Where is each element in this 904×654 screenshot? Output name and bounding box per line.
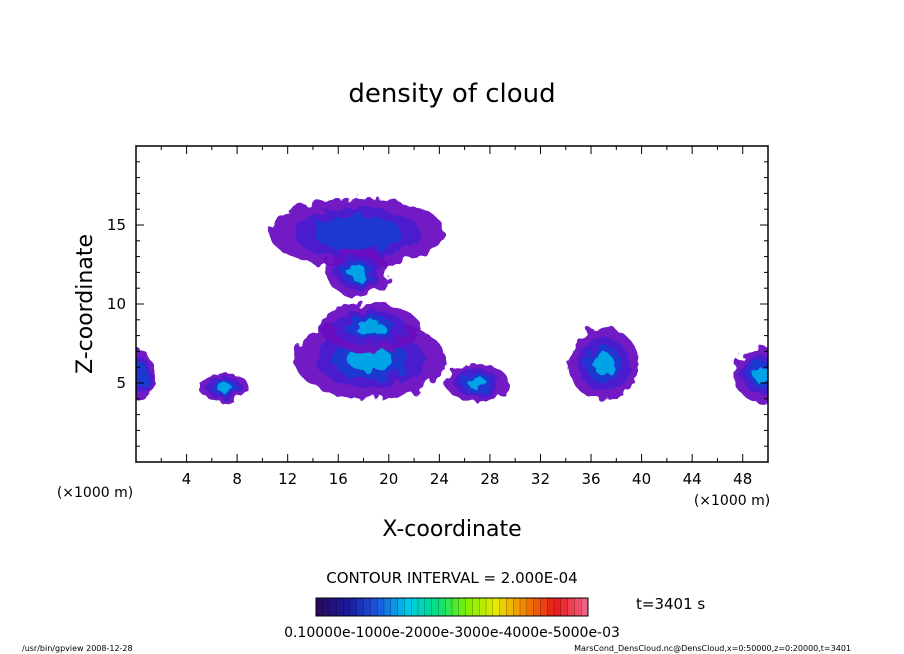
x-tick-label: 40: [632, 470, 651, 488]
y-tick-label: 10: [107, 295, 126, 313]
plot-frame: [135, 145, 769, 463]
colorbar-segment: [533, 598, 541, 616]
colorbar-labels: 0.10000e-1000e-2000e-3000e-4000e-5000e-0…: [284, 625, 620, 641]
colorbar-segment: [438, 598, 446, 616]
cloud-contour: [136, 362, 148, 388]
colorbar-segment: [581, 598, 589, 616]
y-tick-label: 15: [107, 216, 126, 234]
x-tick-label: 16: [329, 470, 348, 488]
colorbar-segment: [343, 598, 351, 616]
colorbar-segment: [492, 598, 501, 616]
colorbar-segment: [560, 598, 569, 616]
x-axis-ticks: 4 8 12 16 20 24 28 32 36 40 44 48: [135, 146, 769, 488]
colorbar-segment: [316, 598, 324, 616]
colorbar-segment: [445, 598, 453, 616]
colorbar-segment: [424, 598, 433, 616]
x-tick-label: 20: [379, 470, 398, 488]
x-tick-label: 12: [278, 470, 297, 488]
x-tick-label: 48: [733, 470, 752, 488]
x-tick-label: 28: [480, 470, 499, 488]
colorbar-segment: [397, 598, 405, 616]
cloud-contour: [347, 265, 367, 280]
colorbar-segment: [418, 598, 426, 616]
x-axis-title: X-coordinate: [382, 517, 521, 542]
x-tick-label: 36: [581, 470, 600, 488]
cloud-contour: [753, 367, 768, 384]
colorbar-segment: [390, 598, 399, 616]
colorbar-segment: [499, 598, 507, 616]
footer-left: /usr/bin/gpview 2008-12-28: [22, 644, 133, 653]
colorbar-segment: [506, 598, 514, 616]
colorbar-segment: [329, 598, 337, 616]
colorbar-segment: [363, 598, 371, 616]
colorbar-segment: [567, 598, 575, 616]
time-label: t=3401 s: [636, 595, 705, 613]
colorbar: [316, 598, 589, 616]
colorbar-segment: [547, 598, 555, 616]
colorbar-segment: [472, 598, 480, 616]
y-axis-title: Z-coordinate: [73, 234, 98, 374]
colorbar-segment: [377, 598, 385, 616]
colorbar-segment: [384, 598, 392, 616]
colorbar-segment: [411, 598, 419, 616]
colorbar-segment: [574, 598, 582, 616]
cloud-contour: [216, 383, 233, 393]
colorbar-segment: [356, 598, 365, 616]
y-tick-label: 5: [116, 374, 126, 392]
colorbar-segment: [336, 598, 344, 616]
x-tick-label: 32: [531, 470, 550, 488]
cloud-contour: [347, 347, 393, 372]
colorbar-segment: [431, 598, 439, 616]
colorbar-frame: [315, 597, 589, 617]
y-axis-unit: (×1000 m): [57, 485, 133, 501]
cloud-contour: [354, 320, 386, 335]
cloud-contour: [593, 353, 615, 375]
chart-title: density of cloud: [348, 79, 555, 109]
colorbar-segment: [486, 598, 494, 616]
colorbar-segment: [520, 598, 528, 616]
y-axis-ticks: 5 10 15: [107, 145, 768, 463]
colorbar-segment: [465, 598, 473, 616]
colorbar-segment: [350, 598, 358, 616]
x-tick-label: 8: [232, 470, 242, 488]
colorbar-segment: [554, 598, 562, 616]
colorbar-segment: [404, 598, 412, 616]
x-tick-label: 44: [683, 470, 702, 488]
colorbar-segment: [458, 598, 467, 616]
colorbar-segment: [479, 598, 487, 616]
cloud-contour: [312, 215, 402, 251]
footer-right: MarsCond_DensCloud.nc@DensCloud,x=0:5000…: [574, 644, 851, 653]
x-axis-unit: (×1000 m): [694, 493, 770, 509]
cloud-contour: [467, 377, 487, 389]
contour-interval: CONTOUR INTERVAL = 2.000E-04: [326, 569, 577, 587]
x-tick-label: 4: [182, 470, 192, 488]
cloud-field: [136, 198, 768, 402]
colorbar-segment: [526, 598, 535, 616]
colorbar-segment: [322, 598, 331, 616]
plot-area: [136, 198, 768, 402]
colorbar-segment: [513, 598, 521, 616]
colorbar-segment: [452, 598, 460, 616]
colorbar-segment: [370, 598, 378, 616]
x-tick-label: 24: [430, 470, 449, 488]
colorbar-segment: [540, 598, 548, 616]
